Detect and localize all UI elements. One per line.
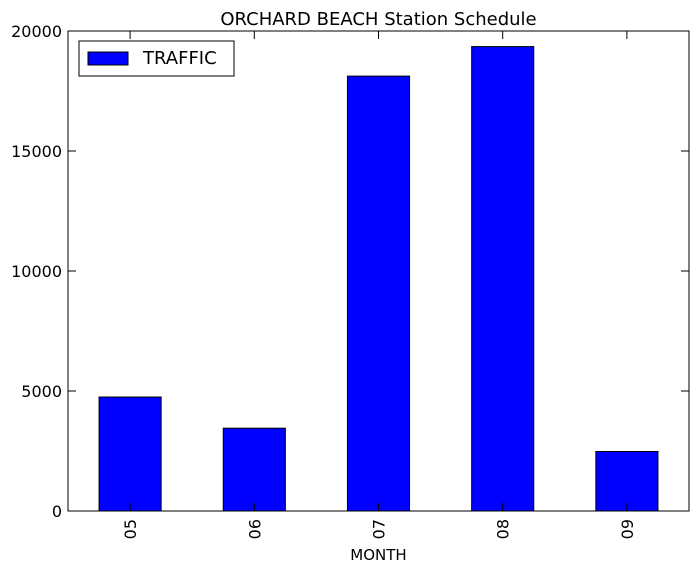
y-tick-label: 20000 bbox=[11, 22, 62, 41]
x-tick-label: 08 bbox=[494, 519, 513, 539]
ticks-group bbox=[68, 30, 689, 512]
legend-swatch-traffic bbox=[87, 51, 129, 66]
y-tick-labels: 0 5000 10000 15000 20000 bbox=[11, 22, 62, 521]
bar-09 bbox=[595, 450, 659, 512]
bar-06 bbox=[222, 427, 286, 512]
x-tick-label: 06 bbox=[245, 519, 264, 539]
x-tick-label: 05 bbox=[121, 519, 140, 539]
y-tick-label: 5000 bbox=[21, 382, 62, 401]
x-axis-label: MONTH bbox=[350, 546, 406, 564]
chart-title: ORCHARD BEACH Station Schedule bbox=[220, 9, 536, 30]
bar-08 bbox=[471, 46, 535, 512]
legend-label-traffic: TRAFFIC bbox=[142, 48, 217, 69]
x-tick-label: 09 bbox=[618, 519, 637, 539]
legend: TRAFFIC bbox=[78, 40, 235, 77]
bars-group bbox=[98, 46, 659, 512]
y-tick-label: 15000 bbox=[11, 142, 62, 161]
x-tick-label: 07 bbox=[370, 519, 389, 539]
bar-07 bbox=[346, 75, 411, 512]
bar-05 bbox=[98, 396, 162, 512]
y-tick-label: 10000 bbox=[11, 262, 62, 281]
y-tick-label: 0 bbox=[52, 502, 62, 521]
x-tick-labels: 05 06 07 08 09 bbox=[121, 519, 637, 539]
